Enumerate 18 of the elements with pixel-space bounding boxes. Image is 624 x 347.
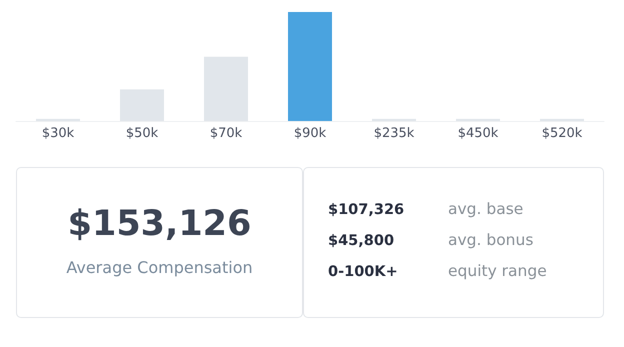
text: avg. base (448, 200, 524, 218)
x-tick-label: $70k (210, 126, 243, 141)
text: 0-100K+ (328, 264, 398, 280)
x-tick-label: $235k (374, 126, 415, 141)
x-tick-label: $50k (126, 126, 159, 141)
text: $45,800 (328, 233, 394, 249)
text: avg. bonus (448, 231, 534, 249)
bar (204, 56, 248, 121)
x-tick-label: $520k (542, 126, 583, 141)
text: Average Compensation (65, 258, 254, 277)
x-tick-label: $90k (294, 126, 327, 141)
text: equity range (448, 262, 547, 280)
bar (288, 12, 332, 121)
bar (120, 89, 164, 121)
text: $107,326 (328, 202, 404, 218)
text: $153,126 (66, 204, 252, 244)
x-tick-label: $30k (42, 126, 75, 141)
x-tick-label: $450k (458, 126, 499, 141)
